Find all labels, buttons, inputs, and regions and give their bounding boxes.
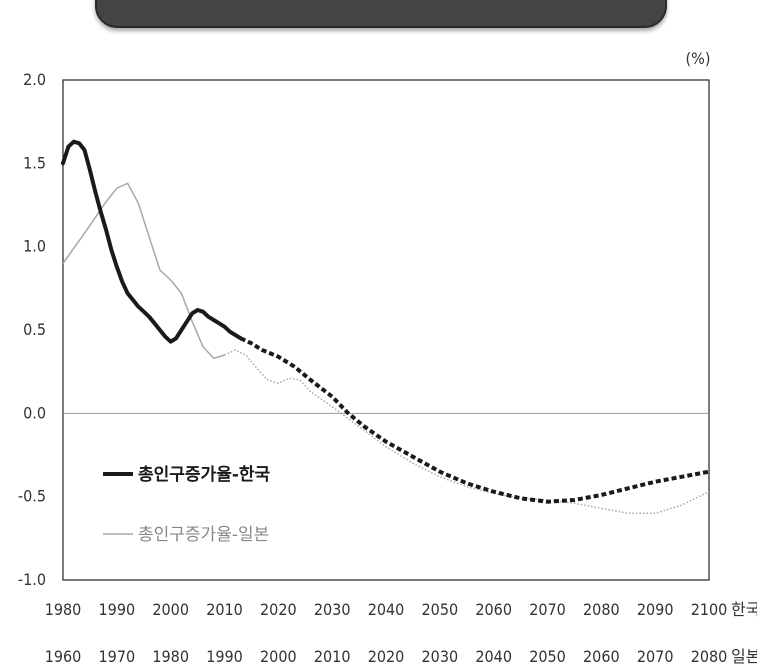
legend-label-korea: 총인구증가율-한국	[138, 465, 271, 485]
x-axis-korea-tick-label: 2100	[691, 600, 728, 619]
x-axis-korea-tick-label: 2050	[422, 600, 459, 619]
x-axis-japan-tick-label: 2040	[475, 647, 512, 666]
x-axis-korea-suffix: 한국	[731, 600, 757, 619]
x-axis-korea-tick-label: 2030	[314, 600, 351, 619]
series-line-japan-projection	[224, 349, 710, 515]
y-tick-label: 2.0	[23, 70, 46, 89]
plot-area	[62, 79, 710, 581]
y-tick-label: 1.0	[23, 237, 46, 256]
series-line-korea	[61, 139, 243, 344]
x-axis-japan-tick-label: 2000	[260, 647, 297, 666]
y-tick-label: -0.5	[18, 487, 46, 506]
x-axis-korea-tick-label: 1990	[99, 600, 136, 619]
x-axis-japan-tick-label: 1960	[45, 647, 82, 666]
x-axis-japan-tick-label: 1970	[99, 647, 136, 666]
x-axis-japan-tick-label: 1980	[152, 647, 189, 666]
x-axis-korea-tick-label: 2020	[260, 600, 297, 619]
x-axis-korea-tick-label: 2000	[152, 600, 189, 619]
x-axis-japan-tick-label: 2070	[637, 647, 674, 666]
x-axis-japan-suffix: 일본	[731, 647, 757, 666]
x-axis-japan-tick-label: 2050	[529, 647, 566, 666]
x-axis-japan-tick-label: 2020	[368, 647, 405, 666]
legend-label-japan: 총인구증가율-일본	[138, 525, 269, 545]
x-axis-korea-tick-label: 1980	[45, 600, 82, 619]
x-axis-korea-tick-label: 2010	[206, 600, 243, 619]
y-tick-label: 0.0	[23, 403, 46, 422]
x-axis-japan-tick-label: 2080	[691, 647, 728, 666]
x-axis-korea: 1980 1990 2000 2010 2020 2030 2040 2050 2060 2070…	[45, 600, 757, 619]
x-axis-korea-tick-label: 2070	[529, 600, 566, 619]
y-tick-label: -1.0	[18, 570, 46, 589]
x-axis-korea-tick-label: 2040	[368, 600, 405, 619]
y-tick-label: 1.5	[23, 153, 46, 172]
x-axis-korea-tick-label: 2080	[583, 600, 620, 619]
unit-label: (%)	[686, 49, 711, 68]
x-axis-korea-tick-label: 2060	[475, 600, 512, 619]
x-axis-japan-tick-label: 2060	[583, 647, 620, 666]
y-tick-label: 0.5	[23, 320, 46, 339]
legend: 총인구증가율-한국 총인구증가율-일본	[103, 465, 271, 545]
series-layer	[61, 139, 710, 515]
x-axis-japan-tick-label: 2030	[422, 647, 459, 666]
x-axis-japan: 1960 1970 1980 1990 2000 2010 2020 2030 2040 2050…	[45, 647, 757, 666]
series-line-japan	[62, 182, 225, 360]
x-axis-korea-tick-label: 2090	[637, 600, 674, 619]
x-axis-japan-tick-label: 1990	[206, 647, 243, 666]
y-axis: 2.0 1.5 1.0 0.5 0.0 -0.5 -1.0	[18, 70, 46, 589]
series-line-korea-projection	[239, 336, 710, 504]
title-banner	[95, 0, 667, 28]
x-axis-japan-tick-label: 2010	[314, 647, 351, 666]
